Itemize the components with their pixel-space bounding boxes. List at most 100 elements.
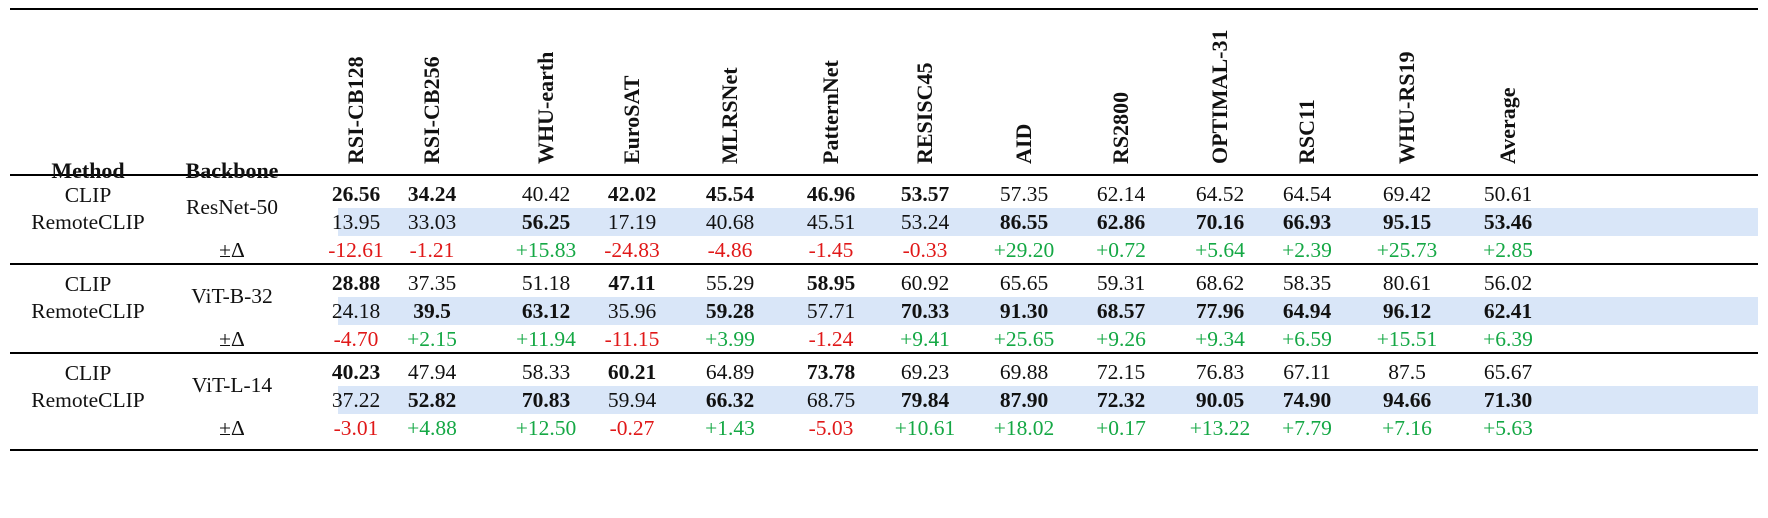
clip-cell: 60.92 [900, 271, 950, 295]
column-header-label: EuroSAT [619, 75, 644, 164]
column-header: RSC11 [1277, 8, 1337, 188]
clip-cell: 68.62 [1195, 271, 1245, 295]
delta-cell: -5.03 [808, 416, 854, 440]
remoteclip-cell: 56.25 [521, 210, 571, 234]
delta-cell: -1.24 [808, 327, 854, 351]
clip-cell: 58.35 [1282, 271, 1332, 295]
delta-cell: +7.79 [1282, 416, 1332, 440]
delta-cell: -3.01 [333, 416, 379, 440]
clip-cell: 28.88 [331, 271, 381, 295]
method-header: Method [51, 158, 125, 183]
delta-cell: +15.51 [1376, 327, 1438, 351]
column-header: RS2800 [1091, 8, 1151, 188]
delta-cell: -0.33 [902, 238, 948, 262]
delta-label: ±Δ [219, 238, 245, 262]
backbone-label: ViT-L-14 [191, 373, 273, 397]
column-header: OPTIMAL-31 [1190, 8, 1250, 188]
clip-cell: 60.21 [607, 360, 657, 384]
remoteclip-cell: 66.32 [705, 388, 755, 412]
delta-cell: +9.26 [1096, 327, 1146, 351]
bottom-rule [10, 449, 1758, 451]
clip-cell: 65.67 [1483, 360, 1533, 384]
delta-cell: +7.16 [1382, 416, 1432, 440]
method-remoteclip-label: RemoteCLIP [31, 210, 145, 234]
clip-cell: 40.23 [331, 360, 381, 384]
delta-cell: +18.02 [993, 416, 1055, 440]
column-header-label: AID [1011, 123, 1036, 164]
delta-cell: +3.99 [705, 327, 755, 351]
remoteclip-cell: 95.15 [1382, 210, 1432, 234]
column-header: WHU-RS19 [1377, 8, 1437, 188]
column-header: Average [1478, 8, 1538, 188]
column-header-label: WHU-earth [533, 51, 558, 164]
column-header: RSI-CB128 [326, 8, 386, 188]
remoteclip-cell: 68.57 [1096, 299, 1146, 323]
remoteclip-cell: 39.5 [413, 299, 451, 323]
clip-cell: 57.35 [999, 182, 1049, 206]
delta-cell: +6.39 [1483, 327, 1533, 351]
column-header-label: RSI-CB128 [343, 56, 368, 164]
delta-label: ±Δ [219, 327, 245, 351]
clip-cell: 56.02 [1483, 271, 1533, 295]
delta-cell: -4.70 [333, 327, 379, 351]
column-header-label: Average [1495, 87, 1520, 164]
remoteclip-cell: 70.33 [900, 299, 950, 323]
clip-cell: 64.89 [705, 360, 755, 384]
clip-cell: 62.14 [1096, 182, 1146, 206]
delta-cell: +15.83 [515, 238, 577, 262]
delta-cell: -0.27 [609, 416, 655, 440]
column-header: AID [994, 8, 1054, 188]
remoteclip-cell: 37.22 [331, 388, 381, 412]
column-header: WHU-earth [516, 8, 576, 188]
remoteclip-cell: 72.32 [1096, 388, 1146, 412]
clip-cell: 37.35 [407, 271, 457, 295]
remoteclip-cell: 62.86 [1096, 210, 1146, 234]
method-clip-label: CLIP [64, 183, 112, 207]
remoteclip-row-highlight [338, 208, 1758, 236]
remoteclip-cell: 52.82 [407, 388, 457, 412]
column-header: RSI-CB256 [402, 8, 462, 188]
remoteclip-cell: 17.19 [607, 210, 657, 234]
clip-cell: 69.88 [999, 360, 1049, 384]
remoteclip-row-highlight [338, 297, 1758, 325]
delta-cell: +10.61 [894, 416, 956, 440]
delta-cell: +6.59 [1282, 327, 1332, 351]
method-clip-label: CLIP [64, 272, 112, 296]
delta-cell: +1.43 [705, 416, 755, 440]
delta-cell: +0.17 [1096, 416, 1146, 440]
remoteclip-cell: 79.84 [900, 388, 950, 412]
delta-cell: -1.21 [409, 238, 455, 262]
clip-cell: 40.42 [521, 182, 571, 206]
column-header-label: PatternNet [818, 60, 843, 164]
column-header-label: RSI-CB256 [419, 56, 444, 164]
remoteclip-cell: 35.96 [607, 299, 657, 323]
backbone-header: Backbone [185, 158, 279, 183]
remoteclip-cell: 68.75 [806, 388, 856, 412]
remoteclip-cell: 13.95 [331, 210, 381, 234]
delta-cell: +2.39 [1282, 238, 1332, 262]
method-clip-label: CLIP [64, 361, 112, 385]
delta-cell: +0.72 [1096, 238, 1146, 262]
remoteclip-cell: 70.16 [1195, 210, 1245, 234]
clip-cell: 58.33 [521, 360, 571, 384]
remoteclip-cell: 70.83 [521, 388, 571, 412]
backbone-label: ViT-B-32 [191, 284, 273, 308]
remoteclip-cell: 45.51 [806, 210, 856, 234]
clip-cell: 55.29 [705, 271, 755, 295]
delta-cell: +12.50 [515, 416, 577, 440]
delta-cell: +13.22 [1189, 416, 1251, 440]
clip-cell: 47.11 [608, 271, 656, 295]
remoteclip-cell: 96.12 [1382, 299, 1432, 323]
delta-cell: -4.86 [707, 238, 753, 262]
clip-cell: 53.57 [900, 182, 950, 206]
remoteclip-cell: 74.90 [1282, 388, 1332, 412]
remoteclip-cell: 91.30 [999, 299, 1049, 323]
remoteclip-cell: 59.94 [607, 388, 657, 412]
column-header: MLRSNet [700, 8, 760, 188]
clip-cell: 51.18 [521, 271, 571, 295]
delta-cell: +9.41 [900, 327, 950, 351]
clip-cell: 42.02 [607, 182, 657, 206]
delta-cell: +2.15 [407, 327, 457, 351]
header-rule [10, 174, 1758, 176]
delta-cell: +9.34 [1195, 327, 1245, 351]
